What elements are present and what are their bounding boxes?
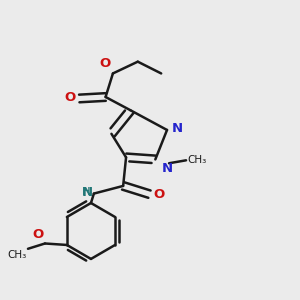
Text: CH₃: CH₃ — [7, 250, 26, 260]
Text: O: O — [32, 227, 44, 241]
Text: H: H — [82, 187, 90, 197]
Text: N: N — [82, 186, 93, 199]
Text: O: O — [99, 58, 111, 70]
Text: CH₃: CH₃ — [188, 155, 207, 165]
Text: N: N — [171, 122, 182, 135]
Text: N: N — [162, 162, 173, 175]
Text: O: O — [64, 92, 76, 104]
Text: O: O — [153, 188, 164, 201]
